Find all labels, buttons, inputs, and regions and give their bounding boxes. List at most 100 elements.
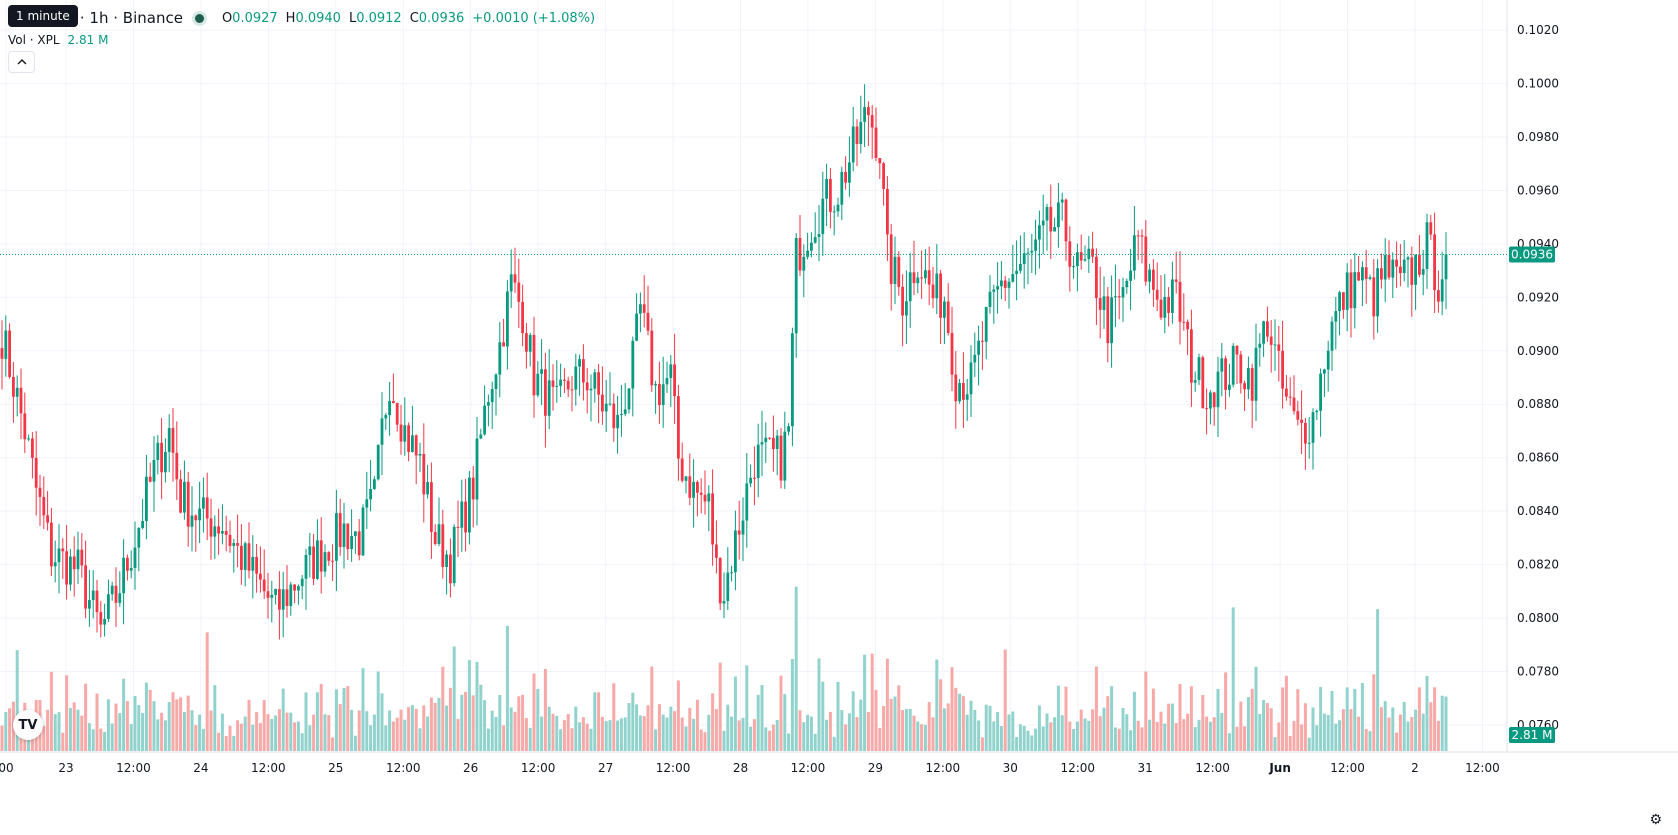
candle-body (1068, 241, 1072, 267)
volume-bar (562, 720, 566, 751)
volume-label: Vol · XPL (8, 33, 60, 47)
volume-bar (1421, 713, 1425, 751)
candle-body (38, 487, 42, 497)
candle-body (1182, 321, 1186, 323)
candle-body (1228, 384, 1231, 390)
candle-body (718, 557, 722, 604)
volume-bar (141, 712, 145, 751)
chevron-up-icon[interactable] (8, 51, 35, 73)
candle-body (221, 531, 224, 534)
volume-bar (1113, 727, 1117, 751)
candle-body (1102, 296, 1106, 310)
volume-bar (198, 714, 202, 751)
volume-bar (1379, 707, 1383, 751)
volume-bar (1334, 723, 1338, 751)
volume-bar (1258, 713, 1262, 751)
candle-body (726, 572, 730, 602)
candle-body (650, 330, 654, 386)
candle-body (1076, 252, 1079, 267)
volume-bar (779, 675, 783, 751)
volume-bar (1338, 720, 1342, 751)
candle-body (711, 493, 714, 545)
volume-bar (1307, 737, 1311, 751)
candle-body (247, 543, 251, 571)
candle-body (608, 403, 612, 405)
candle-body (194, 515, 198, 521)
candle-body (737, 530, 741, 535)
tradingview-logo-icon[interactable]: TV (13, 710, 43, 740)
volume-bar (49, 671, 53, 751)
volume-bar (304, 692, 308, 751)
volume-bar (1391, 707, 1395, 751)
candle-body (414, 435, 418, 456)
candle-body (1136, 235, 1140, 237)
volume-bar (448, 687, 452, 751)
candle-body (506, 291, 509, 347)
volume-bar (1425, 675, 1429, 751)
candle-body (1125, 280, 1129, 288)
volume-bar (528, 727, 532, 751)
volume-bar (452, 646, 456, 751)
volume-bar (692, 718, 696, 751)
volume-bar (1243, 726, 1247, 751)
volume-bar (783, 694, 787, 751)
candle-body (449, 554, 452, 584)
volume-bar (293, 722, 297, 751)
volume-bar (410, 705, 414, 751)
volume-bar (703, 732, 707, 751)
volume-bar (1246, 697, 1250, 751)
volume-bar (365, 711, 369, 751)
time-tick-label: 12:00 (1195, 761, 1230, 775)
volume-bar (578, 722, 582, 751)
volume-bar (1102, 707, 1106, 751)
candle-body (179, 479, 182, 513)
volume-bar (1030, 735, 1034, 751)
candle-body (452, 526, 456, 584)
candle-body (1026, 252, 1030, 254)
time-tick-label: 12:00 (116, 761, 151, 775)
volume-bar (581, 717, 585, 751)
volume-bar (665, 717, 669, 751)
volume-bar (965, 714, 969, 751)
candle-body (1163, 297, 1167, 318)
volume-bar (1296, 689, 1300, 751)
candle-body (57, 548, 61, 563)
candle-body (836, 204, 840, 212)
volume-bar (752, 719, 756, 751)
volume-bar (897, 685, 901, 751)
candle-body (593, 372, 597, 389)
candle-body (832, 211, 836, 213)
candle-body (46, 515, 49, 523)
volume-bar (1205, 716, 1209, 751)
candle-body (88, 600, 91, 609)
volume-bar (619, 718, 623, 751)
volume-bar (156, 719, 160, 751)
candle-body (338, 513, 342, 547)
candle-body (61, 548, 65, 552)
candle-body (886, 188, 889, 235)
candle-body (684, 476, 688, 481)
volume-bar (908, 709, 912, 751)
candle-body (1171, 279, 1174, 313)
candle-body (23, 413, 27, 440)
candle-body (1414, 254, 1417, 285)
candle-body (365, 499, 369, 508)
low-label: L (348, 10, 357, 26)
volume-bar (661, 714, 665, 751)
volume-bar (1117, 728, 1121, 751)
gear-icon[interactable]: ⚙ (1649, 812, 1662, 828)
candle-body (680, 458, 684, 481)
volume-bar (547, 706, 551, 751)
volume-bar (1341, 709, 1345, 751)
candle-body (996, 286, 999, 290)
volume-bar (885, 658, 889, 751)
volume-bar (475, 661, 479, 751)
volume-bar (806, 714, 810, 751)
volume-bar (289, 712, 293, 751)
volume-bar (1364, 728, 1368, 751)
candle-body (1030, 250, 1034, 253)
candle-body (129, 567, 133, 571)
candle-body (1083, 259, 1087, 261)
volume-bar (1440, 695, 1444, 751)
